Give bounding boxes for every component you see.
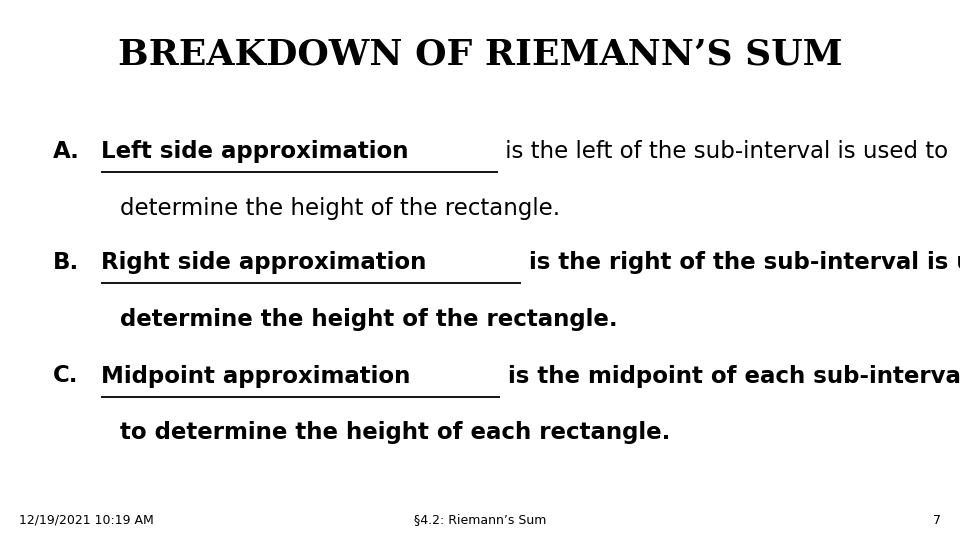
Text: BREAKDOWN OF RIEMANN’S SUM: BREAKDOWN OF RIEMANN’S SUM <box>118 38 842 72</box>
Text: Left side approximation: Left side approximation <box>101 140 408 164</box>
Text: Midpoint approximation: Midpoint approximation <box>101 364 410 388</box>
Text: §4.2: Riemann’s Sum: §4.2: Riemann’s Sum <box>414 514 546 526</box>
Text: 12/19/2021 10:19 AM: 12/19/2021 10:19 AM <box>19 514 154 526</box>
Text: 7: 7 <box>933 514 941 526</box>
Text: Right side approximation: Right side approximation <box>101 251 426 274</box>
Text: is the left of the sub-interval is used to: is the left of the sub-interval is used … <box>497 140 948 164</box>
Text: determine the height of the rectangle.: determine the height of the rectangle. <box>120 197 560 220</box>
Text: to determine the height of each rectangle.: to determine the height of each rectangl… <box>120 421 670 444</box>
Text: C.: C. <box>53 364 79 388</box>
Text: A.: A. <box>53 140 80 164</box>
Text: is the midpoint of each sub-interval us used: is the midpoint of each sub-interval us … <box>500 364 960 388</box>
Text: determine the height of the rectangle.: determine the height of the rectangle. <box>120 308 617 331</box>
Text: is the right of the sub-interval is used to: is the right of the sub-interval is used… <box>520 251 960 274</box>
Text: B.: B. <box>53 251 79 274</box>
